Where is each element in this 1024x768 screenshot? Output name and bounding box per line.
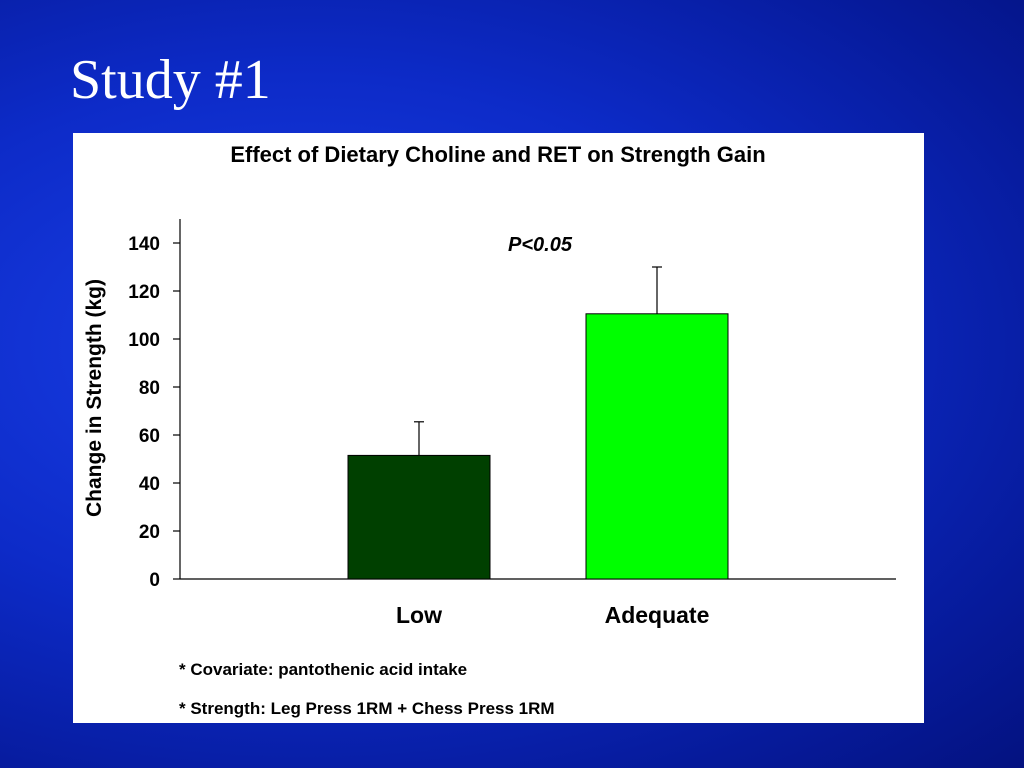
slide-title: Study #1 xyxy=(70,49,271,111)
footnote-covariate: * Covariate: pantothenic acid intake xyxy=(179,660,468,679)
chart-panel: Effect of Dietary Choline and RET on Str… xyxy=(73,133,924,723)
y-tick-label: 60 xyxy=(139,426,160,447)
bar-low xyxy=(347,454,491,580)
y-tick-label: 100 xyxy=(128,330,160,351)
chart-title: Effect of Dietary Choline and RET on Str… xyxy=(230,142,765,167)
x-category-label: Low xyxy=(396,602,442,628)
y-tick-label: 40 xyxy=(139,474,160,495)
y-tick-label: 120 xyxy=(128,282,160,303)
significance-annotation: P<0.05 xyxy=(508,234,573,256)
y-tick-label: 0 xyxy=(149,570,160,591)
y-tick-label: 20 xyxy=(139,522,160,543)
bar-chart: Effect of Dietary Choline and RET on Str… xyxy=(83,142,896,628)
y-tick-label: 80 xyxy=(139,378,160,399)
y-tick-label: 140 xyxy=(128,234,160,255)
footnote-strength: * Strength: Leg Press 1RM + Chess Press … xyxy=(179,699,555,718)
x-category-label: Adequate xyxy=(605,602,710,628)
bar-adequate xyxy=(585,313,729,580)
y-axis-label: Change in Strength (kg) xyxy=(83,279,106,517)
